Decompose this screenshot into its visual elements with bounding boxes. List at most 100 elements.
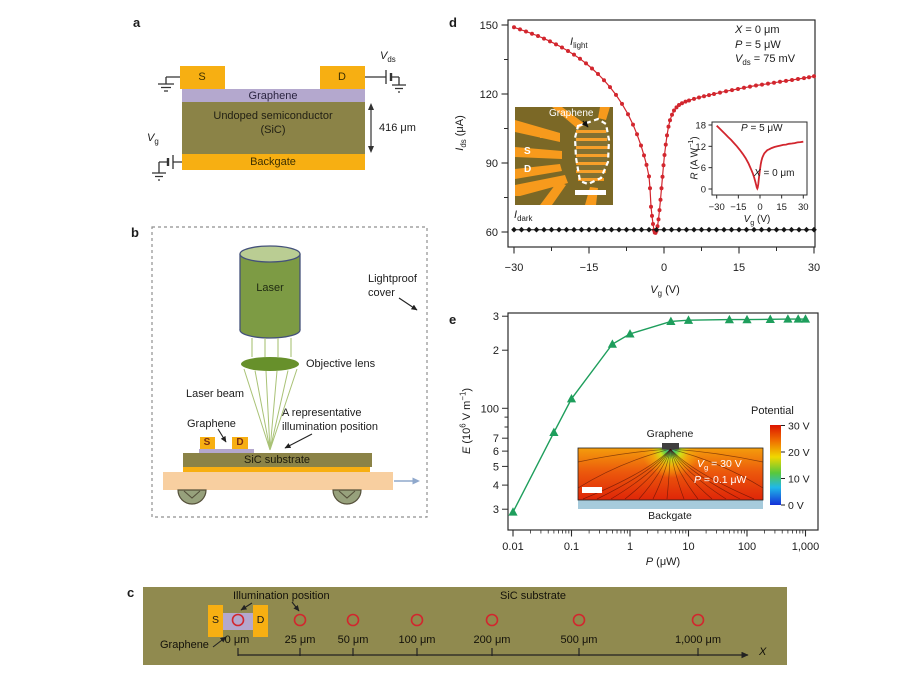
c-illumination-circle [231, 613, 245, 627]
d-dark-marker [578, 226, 585, 233]
c-drain-label: D [256, 614, 265, 626]
d-light-marker [730, 88, 734, 93]
d-inset-position-label: X = 0 μm [754, 168, 795, 179]
sim-colorbar-label: 30 V [788, 420, 810, 432]
d-dark-marker [788, 226, 795, 233]
d-light-marker [644, 162, 649, 167]
d-light-marker [659, 186, 664, 191]
d-annotation-vds: Vds = 75 mV [735, 53, 796, 68]
b-source-label: S [203, 437, 211, 448]
d-annotation-p: P = 5 μW [735, 38, 781, 51]
d-light-marker [536, 34, 540, 39]
b-lightproof-label-2: cover [368, 287, 395, 299]
d-light-marker [524, 29, 528, 34]
b-wheel-right [332, 489, 362, 505]
d-dark-marker [533, 226, 540, 233]
d-inset-y-tick-label: 18 [695, 120, 706, 131]
b-laser-beam-label: Laser beam [186, 388, 245, 400]
panel-c-letter: c [127, 585, 135, 600]
d-dark-marker [728, 226, 735, 233]
d-inset-y-axis-label: R (A W−1) [686, 136, 701, 180]
d-inset-chart: −30 −15 0 15 30 0 6 12 18 [695, 120, 808, 213]
micrograph-graphene-outline [573, 117, 611, 186]
d-dark-marker [713, 226, 720, 233]
e-triangle-marker [607, 339, 617, 348]
sim-colorbar [770, 425, 781, 505]
c-drain-electrode [253, 605, 268, 637]
d-dark-marker [706, 226, 712, 233]
e-y-axis-label: E (106 V m−1) [458, 387, 474, 455]
d-light-marker [707, 93, 711, 98]
d-dark-series-label: Idark [514, 209, 533, 224]
d-x-tick-label: 30 [808, 262, 820, 274]
d-light-marker [712, 92, 716, 96]
c-sic-substrate-label: SiC substrate [500, 590, 567, 602]
a-vds-ground-wire [391, 76, 406, 93]
e-triangle-marker [508, 507, 518, 516]
b-graphene-label: Graphene [187, 418, 236, 430]
d-light-marker [802, 76, 806, 81]
d-y-tick-label: 120 [480, 89, 498, 101]
a-thickness-arrow-down [368, 146, 374, 153]
sim-field-line [670, 448, 699, 500]
d-light-marker [626, 112, 630, 117]
d-dark-marker [653, 226, 660, 233]
d-light-marker [656, 217, 661, 222]
a-vg-label: Vg [147, 132, 159, 147]
d-inset-y-tick-label: 6 [701, 163, 706, 174]
sim-vg-label: Vg = 30 V [697, 458, 742, 473]
d-dark-marker [751, 226, 757, 233]
a-backgate-layer [182, 154, 365, 170]
d-y-tick-label: 150 [480, 20, 498, 32]
d-light-marker [760, 82, 764, 87]
sim-graphene-label: Graphene [646, 428, 694, 440]
d-x-tick-label: 0 [661, 262, 667, 274]
a-source-ground-wire [158, 76, 180, 92]
d-dark-marker [586, 226, 592, 233]
d-light-marker [683, 99, 688, 104]
d-micrograph-inset [515, 107, 613, 205]
micrograph-electrode [515, 120, 560, 142]
b-sic-substrate-label: SiC substrate [243, 453, 311, 466]
sim-field-line [666, 448, 671, 500]
d-dark-marker [796, 226, 802, 233]
a-thickness-label: 416 μm [379, 121, 416, 134]
e-triangle-marker [625, 329, 635, 338]
c-illumination-arrow-1 [240, 602, 253, 611]
micrograph-electrode [540, 181, 566, 205]
d-light-marker [796, 77, 800, 82]
d-light-marker [650, 213, 654, 218]
e-y-tick-label: 100 [481, 403, 499, 415]
b-graphene-strip [199, 449, 254, 454]
e-triangle-marker [783, 314, 793, 323]
c-illumination-circle [410, 613, 424, 627]
d-dark-marker [511, 226, 517, 233]
a-vg-ground-wire [152, 161, 168, 181]
sim-field-line [670, 448, 713, 500]
d-light-marker [635, 132, 639, 137]
a-graphene-label: Graphene [248, 89, 298, 102]
e-triangle-marker [549, 427, 559, 437]
d-light-marker [677, 103, 681, 108]
sim-field-line [624, 448, 671, 500]
d-light-marker [666, 124, 671, 129]
d-dark-marker [668, 226, 675, 233]
e-y-tick-label: 4 [493, 480, 499, 492]
e-triangle-marker [765, 314, 775, 323]
d-y-tick-label: 90 [486, 158, 498, 170]
d-dark-marker [691, 226, 697, 233]
d-light-marker [766, 81, 770, 86]
e-y-tick-label: 6 [493, 446, 499, 458]
e-triangle-marker [683, 315, 694, 324]
d-light-marker [748, 84, 752, 89]
e-triangle-marker [724, 314, 734, 324]
sim-colorbar-label: 0 V [788, 500, 804, 512]
b-source-electrode [200, 437, 215, 449]
d-light-marker [790, 77, 794, 82]
sim-field-line [670, 448, 741, 500]
sim-field-line [670, 448, 755, 500]
c-source-electrode [208, 605, 223, 637]
sim-backgate-bar [578, 500, 763, 509]
sim-field-line [578, 448, 671, 463]
